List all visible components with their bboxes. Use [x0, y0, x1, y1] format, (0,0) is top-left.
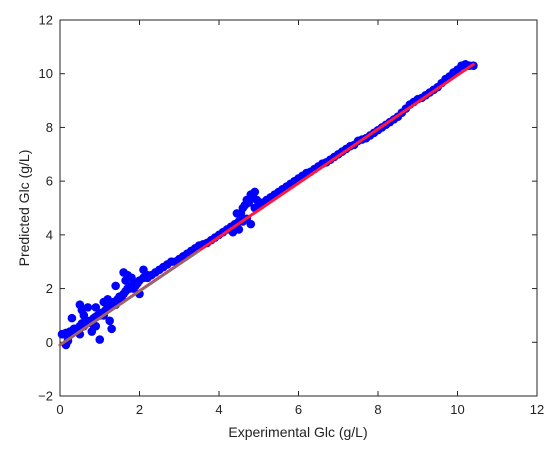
data-point — [67, 313, 77, 323]
data-point — [91, 303, 101, 312]
data-point — [103, 295, 112, 304]
data-point — [246, 219, 256, 229]
x-tick-label: 8 — [374, 402, 381, 417]
data-point — [107, 324, 116, 334]
y-tick-label: −2 — [38, 389, 53, 404]
fit-lines — [58, 62, 475, 347]
data-point — [131, 281, 140, 291]
y-tick-label: 2 — [46, 281, 53, 296]
data-point — [232, 209, 242, 218]
data-point — [143, 273, 152, 283]
y-tick-label: 6 — [46, 174, 53, 189]
x-tick-label: 0 — [56, 402, 63, 417]
x-tick-label: 6 — [295, 402, 302, 417]
data-point — [250, 187, 260, 197]
data-point — [95, 335, 105, 344]
y-tick-label: 0 — [46, 335, 53, 350]
y-tick-label: 4 — [46, 227, 53, 242]
data-point — [117, 292, 126, 301]
y-tick-label: 8 — [46, 120, 53, 135]
x-tick-label: 10 — [450, 402, 464, 417]
data-point — [111, 281, 120, 291]
plot-area — [59, 19, 538, 397]
fit-line-overlay — [58, 249, 201, 347]
data-point — [91, 321, 101, 331]
y-tick-label: 10 — [39, 66, 53, 81]
data-point — [127, 273, 136, 283]
data-point — [79, 311, 89, 320]
y-tick-label: 12 — [39, 13, 53, 28]
y-axis-label: Predicted Glc (g/L) — [16, 150, 32, 267]
x-tick-label: 2 — [136, 402, 143, 417]
data-point — [105, 316, 114, 326]
x-tick-label: 4 — [215, 402, 222, 417]
x-tick-label: 12 — [530, 402, 544, 417]
data-point — [83, 303, 93, 312]
data-point — [139, 265, 148, 275]
x-axis-label: Experimental Glc (g/L) — [228, 424, 367, 440]
